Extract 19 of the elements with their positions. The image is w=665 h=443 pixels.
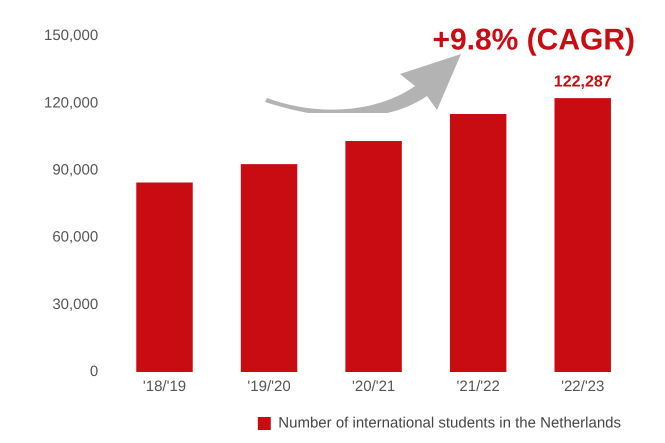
- bar: [136, 182, 193, 372]
- bar: [240, 164, 298, 372]
- annotation: +9.8% (CAGR): [432, 23, 635, 56]
- bar: [450, 114, 506, 372]
- legend-label: Number of international students in the Netherlands: [278, 414, 622, 432]
- y-tick-label: 90,000: [52, 162, 98, 179]
- x-tick-label: '22/'23: [561, 378, 604, 396]
- y-tick-label: 60,000: [52, 228, 98, 246]
- bar: [554, 98, 611, 372]
- bar: [345, 141, 402, 372]
- x-tick-label: '18/'19: [142, 378, 186, 396]
- x-tick-label: '20/'21: [352, 378, 396, 396]
- data-label: 122,287: [554, 73, 612, 90]
- x-tick-label: '19/'20: [247, 378, 291, 396]
- y-tick-label: 150,000: [44, 27, 98, 44]
- x-tick-label: '21/'22: [456, 378, 500, 396]
- y-tick-label: 120,000: [44, 94, 98, 112]
- y-tick-label: 0: [90, 363, 98, 380]
- y-tick-label: 30,000: [52, 296, 98, 313]
